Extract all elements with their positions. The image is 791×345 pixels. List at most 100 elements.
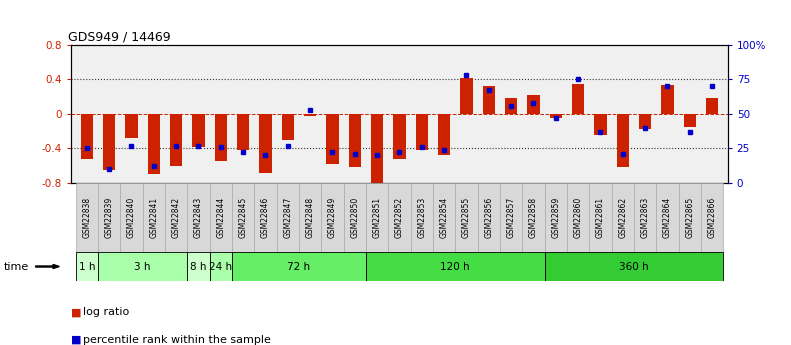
Bar: [349, 114, 361, 167]
Text: GSM22848: GSM22848: [305, 197, 315, 238]
Bar: [415, 114, 428, 150]
Text: 8 h: 8 h: [190, 262, 206, 272]
Text: GSM22859: GSM22859: [551, 197, 560, 238]
Bar: [639, 114, 651, 129]
Bar: [572, 84, 585, 114]
Text: 360 h: 360 h: [619, 262, 649, 272]
Bar: [277, 183, 299, 252]
Text: GSM22862: GSM22862: [619, 197, 627, 238]
Bar: [76, 252, 98, 281]
Bar: [433, 183, 456, 252]
Bar: [98, 183, 120, 252]
Text: GSM22844: GSM22844: [216, 197, 225, 238]
Bar: [187, 183, 210, 252]
Bar: [545, 252, 723, 281]
Bar: [299, 183, 321, 252]
Bar: [611, 183, 634, 252]
Bar: [210, 183, 232, 252]
Text: GSM22858: GSM22858: [529, 197, 538, 238]
Text: GSM22849: GSM22849: [328, 197, 337, 238]
Text: 3 h: 3 h: [134, 262, 151, 272]
Bar: [214, 114, 227, 161]
Bar: [232, 183, 254, 252]
Bar: [478, 183, 500, 252]
Bar: [500, 183, 522, 252]
Bar: [657, 183, 679, 252]
Text: GSM22838: GSM22838: [82, 197, 91, 238]
Bar: [232, 252, 366, 281]
Bar: [81, 114, 93, 159]
Text: time: time: [4, 262, 29, 272]
Text: GSM22847: GSM22847: [283, 197, 293, 238]
Text: GDS949 / 14469: GDS949 / 14469: [68, 31, 171, 44]
Bar: [371, 114, 384, 185]
Bar: [460, 78, 472, 114]
Bar: [103, 114, 115, 170]
Bar: [545, 183, 567, 252]
Bar: [120, 183, 142, 252]
Bar: [567, 183, 589, 252]
Text: GSM22853: GSM22853: [418, 197, 426, 238]
Bar: [528, 95, 539, 114]
Text: GSM22850: GSM22850: [350, 197, 359, 238]
Bar: [98, 252, 187, 281]
Bar: [327, 114, 339, 164]
Bar: [617, 114, 629, 167]
Bar: [187, 252, 210, 281]
Bar: [321, 183, 343, 252]
Bar: [456, 183, 478, 252]
Bar: [634, 183, 657, 252]
Text: 72 h: 72 h: [287, 262, 311, 272]
Bar: [393, 114, 406, 159]
Bar: [411, 183, 433, 252]
Bar: [237, 114, 249, 150]
Text: log ratio: log ratio: [83, 307, 129, 317]
Text: GSM22855: GSM22855: [462, 197, 471, 238]
Text: GSM22865: GSM22865: [685, 197, 694, 238]
Text: percentile rank within the sample: percentile rank within the sample: [83, 335, 271, 345]
Bar: [254, 183, 277, 252]
Text: GSM22842: GSM22842: [172, 197, 180, 238]
Bar: [125, 114, 138, 138]
Bar: [706, 98, 718, 114]
Bar: [522, 183, 545, 252]
Bar: [388, 183, 411, 252]
Text: GSM22856: GSM22856: [484, 197, 494, 238]
Text: GSM22845: GSM22845: [239, 197, 248, 238]
Bar: [170, 114, 182, 166]
Bar: [343, 183, 366, 252]
Text: GSM22846: GSM22846: [261, 197, 270, 238]
Text: GSM22857: GSM22857: [506, 197, 516, 238]
Bar: [142, 183, 165, 252]
Bar: [366, 183, 388, 252]
Text: GSM22851: GSM22851: [373, 197, 381, 238]
Bar: [505, 98, 517, 114]
Bar: [192, 114, 205, 147]
Text: GSM22854: GSM22854: [440, 197, 448, 238]
Text: 1 h: 1 h: [78, 262, 95, 272]
Bar: [701, 183, 723, 252]
Bar: [483, 86, 495, 114]
Text: GSM22860: GSM22860: [573, 197, 583, 238]
Text: GSM22861: GSM22861: [596, 197, 605, 238]
Text: ■: ■: [71, 335, 81, 345]
Bar: [661, 86, 674, 114]
Bar: [589, 183, 611, 252]
Bar: [259, 114, 271, 172]
Bar: [594, 114, 607, 136]
Bar: [679, 183, 701, 252]
Text: ■: ■: [71, 307, 81, 317]
Bar: [210, 252, 232, 281]
Text: GSM22866: GSM22866: [708, 197, 717, 238]
Text: GSM22843: GSM22843: [194, 197, 203, 238]
Text: GSM22852: GSM22852: [395, 197, 404, 238]
Text: GSM22864: GSM22864: [663, 197, 672, 238]
Text: GSM22840: GSM22840: [127, 197, 136, 238]
Text: 24 h: 24 h: [210, 262, 233, 272]
Text: 120 h: 120 h: [441, 262, 470, 272]
Bar: [165, 183, 187, 252]
Text: GSM22863: GSM22863: [641, 197, 649, 238]
Text: GSM22839: GSM22839: [104, 197, 114, 238]
Bar: [366, 252, 545, 281]
Bar: [304, 114, 316, 117]
